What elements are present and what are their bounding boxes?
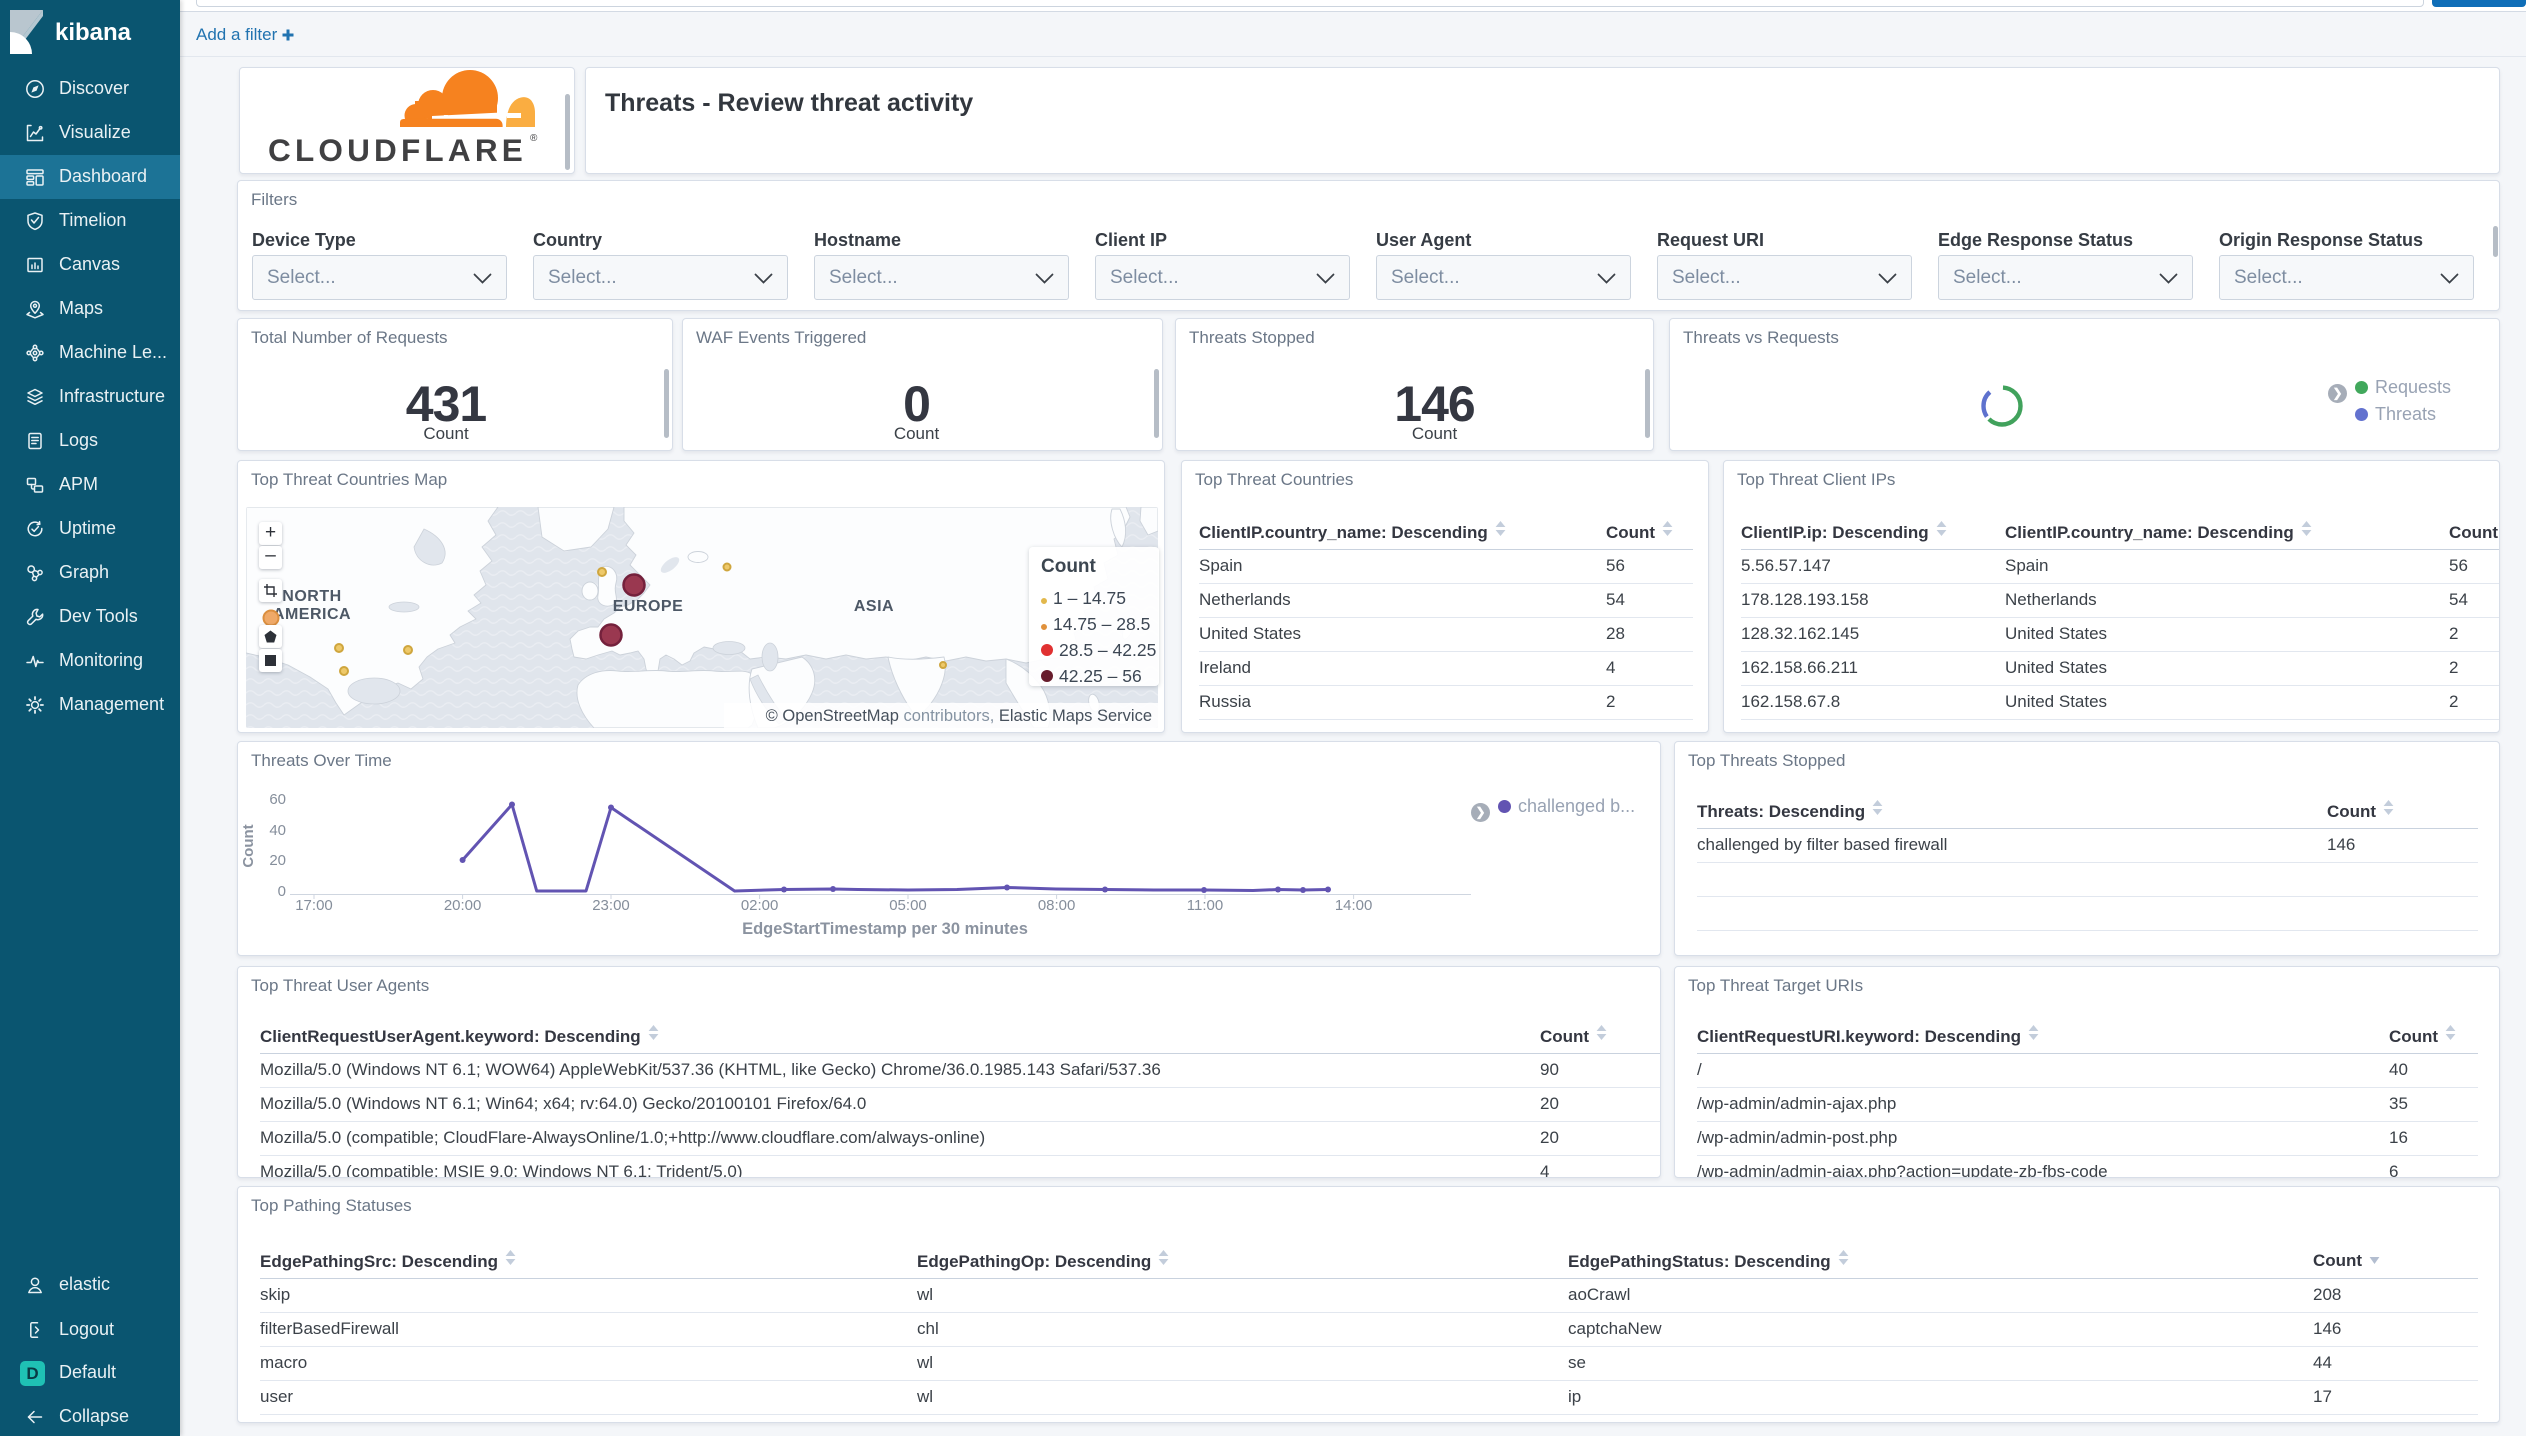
svg-text:0: 0 xyxy=(278,883,286,900)
svg-text:60: 60 xyxy=(269,791,286,808)
svg-text:02:00: 02:00 xyxy=(741,897,779,914)
svg-text:14:00: 14:00 xyxy=(1335,897,1373,914)
svg-text:CLOUDFLARE: CLOUDFLARE xyxy=(268,132,527,168)
svg-text:20: 20 xyxy=(269,852,286,869)
svg-text:20:00: 20:00 xyxy=(444,897,482,914)
svg-text:Count: Count xyxy=(240,824,257,867)
svg-text:NORTH: NORTH xyxy=(282,588,341,605)
svg-text:08:00: 08:00 xyxy=(1038,897,1076,914)
svg-text:ASIA: ASIA xyxy=(854,598,894,615)
svg-text:17:00: 17:00 xyxy=(295,897,333,914)
svg-text:40: 40 xyxy=(269,822,286,839)
svg-text:AMERICA: AMERICA xyxy=(273,606,351,623)
svg-text:®: ® xyxy=(530,133,538,144)
svg-text:EdgeStartTimestamp per 30 minu: EdgeStartTimestamp per 30 minutes xyxy=(742,920,1028,938)
svg-text:23:00: 23:00 xyxy=(592,897,630,914)
svg-text:05:00: 05:00 xyxy=(889,897,927,914)
svg-text:© OpenStreetMap contributors,: © OpenStreetMap contributors, Elastic Ma… xyxy=(766,707,1152,725)
svg-text:11:00: 11:00 xyxy=(1187,897,1223,914)
svg-text:EUROPE: EUROPE xyxy=(613,598,684,615)
